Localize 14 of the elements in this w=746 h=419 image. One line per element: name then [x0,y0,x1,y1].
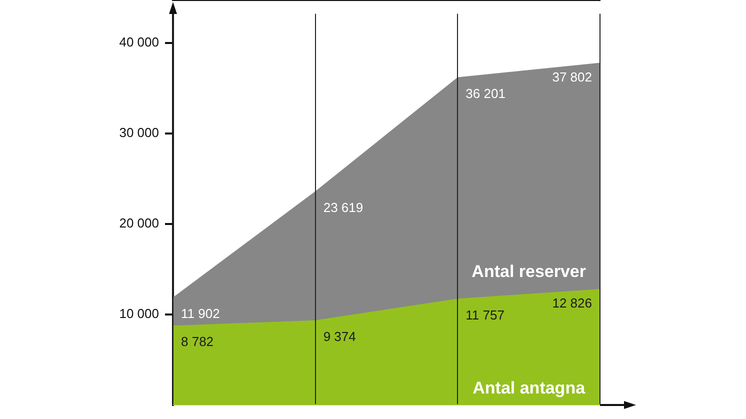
data-label: 12 826 [552,296,592,311]
y-tick-label: 40 000 [119,34,159,50]
data-label: 36 201 [466,86,506,101]
data-label: 11 902 [181,306,220,321]
series-label: Antal antagna [472,378,586,398]
series-label: Antal reserver [472,262,586,282]
data-label: 23 619 [323,200,364,215]
data-label: 8 782 [181,334,214,350]
data-label: 9 374 [323,328,356,344]
data-label: 37 802 [552,69,592,84]
data-label: 11 757 [466,307,504,322]
y-tick-label: 20 000 [119,216,159,231]
y-tick-label: 10 000 [119,306,159,322]
y-tick-label: 30 000 [119,124,159,140]
